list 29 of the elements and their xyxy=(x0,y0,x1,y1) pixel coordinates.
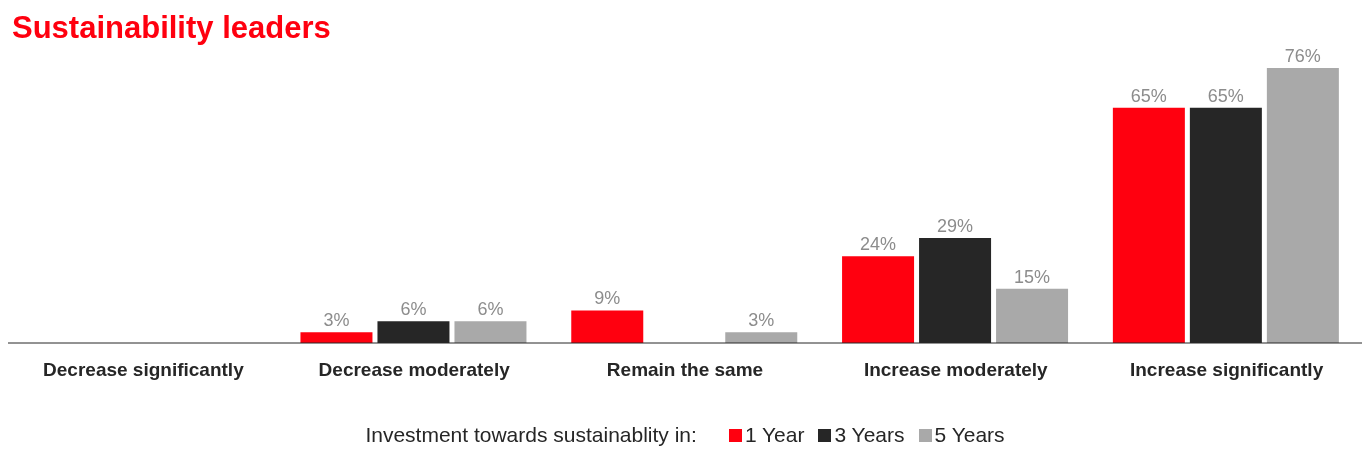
chart-title: Sustainability leaders xyxy=(12,10,331,45)
bar xyxy=(996,288,1069,343)
legend-label: 5 Years xyxy=(933,423,1005,447)
bar xyxy=(1266,68,1339,343)
bar xyxy=(454,321,527,343)
bar xyxy=(1112,107,1185,343)
bar xyxy=(300,332,373,343)
legend-label: 3 Years xyxy=(833,423,905,447)
data-label: 24% xyxy=(860,234,897,255)
legend-label: 1 Year xyxy=(743,423,805,447)
data-label: 29% xyxy=(937,216,974,237)
x-tick-label: Decrease significantly xyxy=(43,359,245,381)
x-tick-label: Increase significantly xyxy=(1129,359,1324,381)
data-label: 65% xyxy=(1130,85,1167,106)
data-label: 15% xyxy=(1014,266,1051,287)
x-tick-label: Decrease moderately xyxy=(318,359,511,381)
bar xyxy=(571,310,644,343)
data-label: 65% xyxy=(1207,85,1244,106)
legend-title: Investment towards sustainablity in: xyxy=(365,423,697,447)
data-label: 6% xyxy=(477,299,504,320)
data-label: 6% xyxy=(400,299,427,320)
data-label: 3% xyxy=(748,310,775,331)
data-label: 3% xyxy=(323,310,350,331)
data-label: 9% xyxy=(594,288,621,309)
x-tick-label: Increase moderately xyxy=(863,359,1049,381)
x-tick-label: Remain the same xyxy=(606,359,764,381)
bar xyxy=(842,256,915,343)
data-label: 76% xyxy=(1284,46,1321,66)
bar xyxy=(725,332,798,343)
